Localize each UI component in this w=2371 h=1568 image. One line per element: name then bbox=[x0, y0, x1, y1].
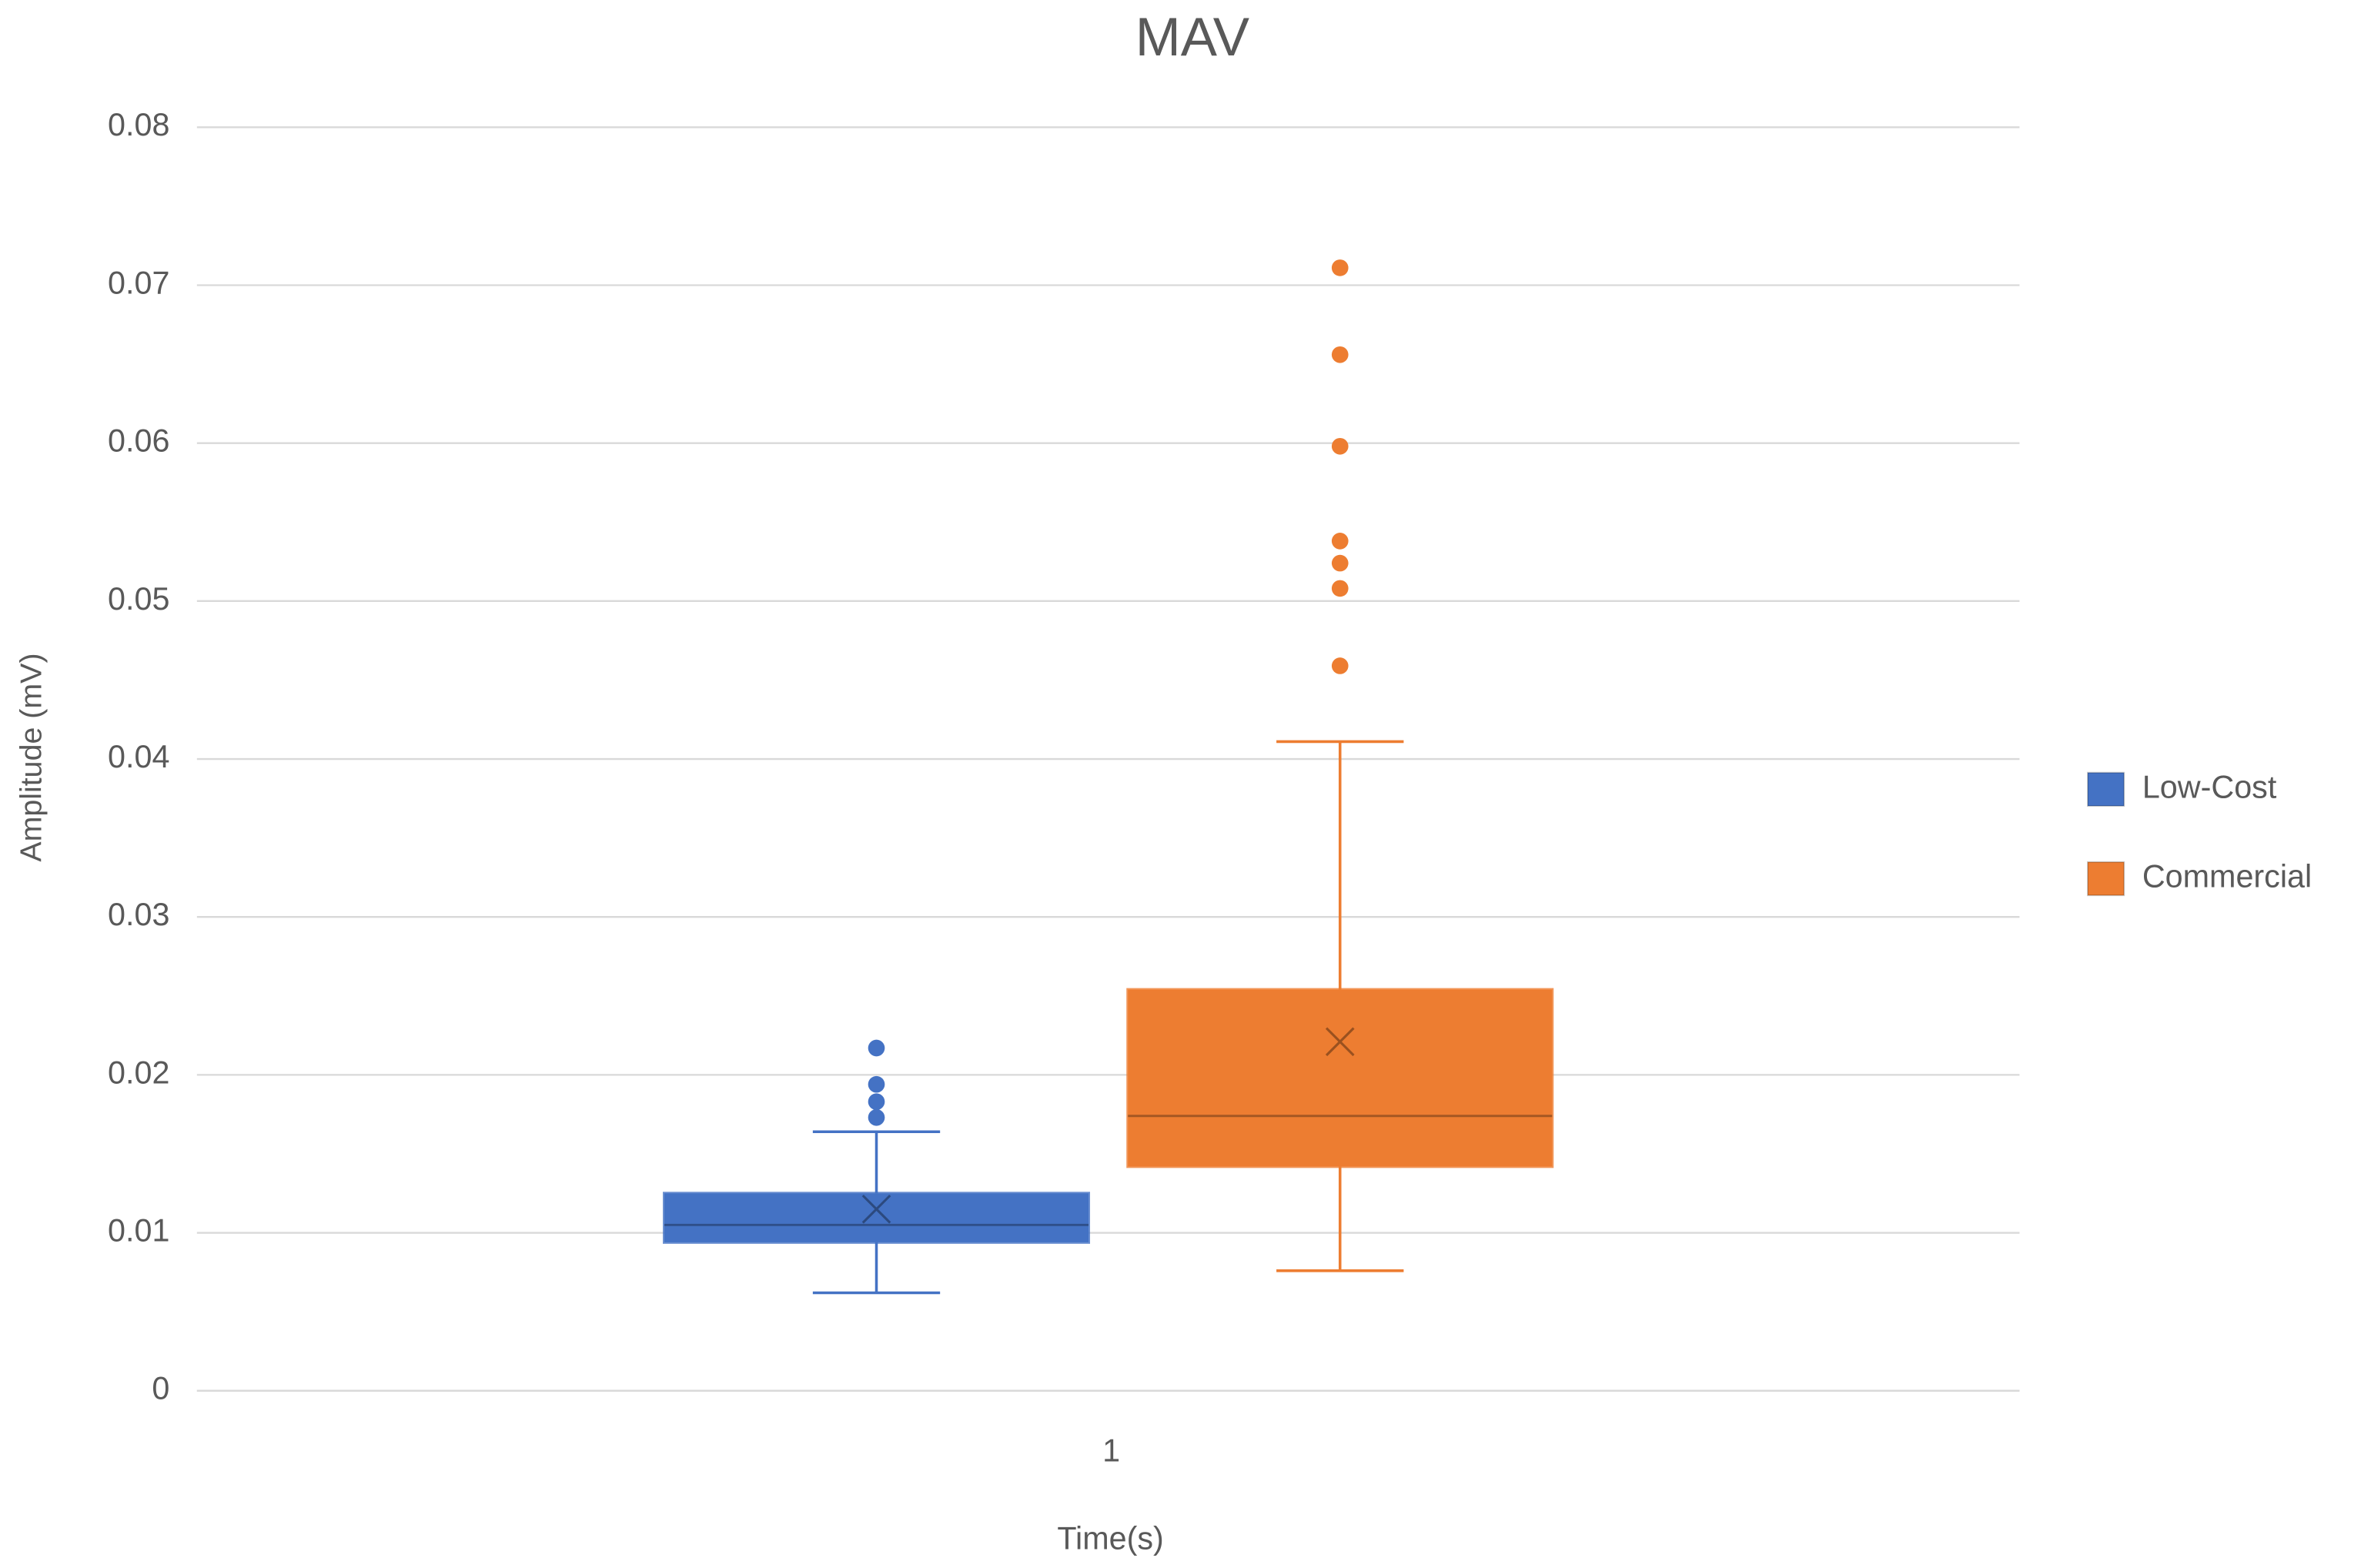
legend-swatch bbox=[2086, 771, 2125, 807]
outlier bbox=[1331, 259, 1349, 276]
box bbox=[663, 1192, 1091, 1244]
legend-label: Low-Cost bbox=[2142, 769, 2277, 804]
x-axis-title: Time(s) bbox=[1057, 1520, 1163, 1556]
legend-label: Commercial bbox=[2142, 858, 2312, 894]
y-tick-label: 0.08 bbox=[108, 107, 169, 142]
y-tick-label: 0.06 bbox=[108, 423, 169, 459]
outlier bbox=[1331, 533, 1349, 550]
outlier bbox=[1331, 554, 1349, 572]
y-axis-title: Amplitude (mV) bbox=[15, 653, 48, 861]
x-tick-label: 1 bbox=[1102, 1433, 1120, 1468]
mean-marker bbox=[861, 1194, 891, 1224]
outlier bbox=[868, 1093, 885, 1111]
y-tick-label: 0.05 bbox=[108, 581, 169, 617]
y-tick-label: 0.03 bbox=[108, 897, 169, 932]
outlier bbox=[1331, 437, 1349, 455]
outlier bbox=[1331, 580, 1349, 597]
y-tick-label: 0.02 bbox=[108, 1055, 169, 1090]
y-tick-label: 0.01 bbox=[108, 1212, 169, 1248]
box bbox=[1126, 988, 1554, 1168]
y-tick-label: 0.07 bbox=[108, 265, 169, 300]
mean-marker bbox=[1325, 1027, 1355, 1057]
outlier bbox=[868, 1039, 885, 1057]
y-tick-label: 0.04 bbox=[108, 739, 169, 774]
outlier bbox=[868, 1075, 885, 1093]
y-tick-label: 0 bbox=[152, 1371, 169, 1406]
outlier bbox=[868, 1108, 885, 1126]
chart-title: MAV bbox=[1135, 7, 1249, 68]
outlier bbox=[1331, 346, 1349, 363]
outlier bbox=[1331, 657, 1349, 674]
legend-swatch bbox=[2086, 861, 2125, 897]
